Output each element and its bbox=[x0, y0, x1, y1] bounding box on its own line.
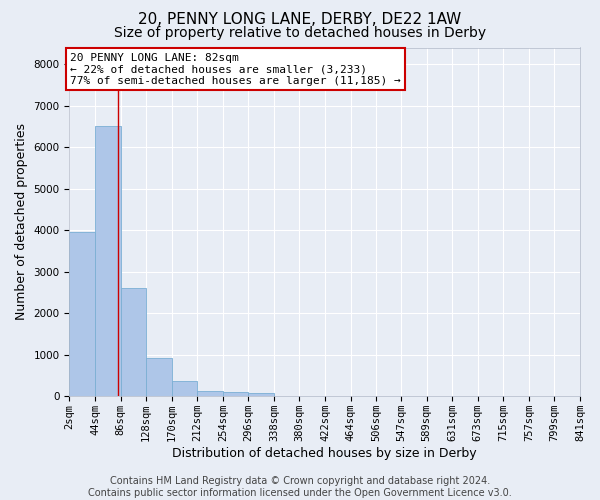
Bar bbox=[121, 288, 146, 397]
Y-axis label: Number of detached properties: Number of detached properties bbox=[15, 124, 28, 320]
Text: Size of property relative to detached houses in Derby: Size of property relative to detached ho… bbox=[114, 26, 486, 40]
Bar bbox=[172, 380, 197, 396]
Bar bbox=[223, 392, 248, 396]
Text: 20, PENNY LONG LANE, DERBY, DE22 1AW: 20, PENNY LONG LANE, DERBY, DE22 1AW bbox=[139, 12, 461, 28]
Bar bbox=[146, 358, 172, 397]
Bar bbox=[197, 391, 223, 396]
Text: 20 PENNY LONG LANE: 82sqm
← 22% of detached houses are smaller (3,233)
77% of se: 20 PENNY LONG LANE: 82sqm ← 22% of detac… bbox=[70, 52, 401, 86]
Bar bbox=[95, 126, 121, 396]
Text: Contains HM Land Registry data © Crown copyright and database right 2024.
Contai: Contains HM Land Registry data © Crown c… bbox=[88, 476, 512, 498]
X-axis label: Distribution of detached houses by size in Derby: Distribution of detached houses by size … bbox=[172, 447, 477, 460]
Bar bbox=[248, 394, 274, 396]
Bar bbox=[70, 232, 95, 396]
